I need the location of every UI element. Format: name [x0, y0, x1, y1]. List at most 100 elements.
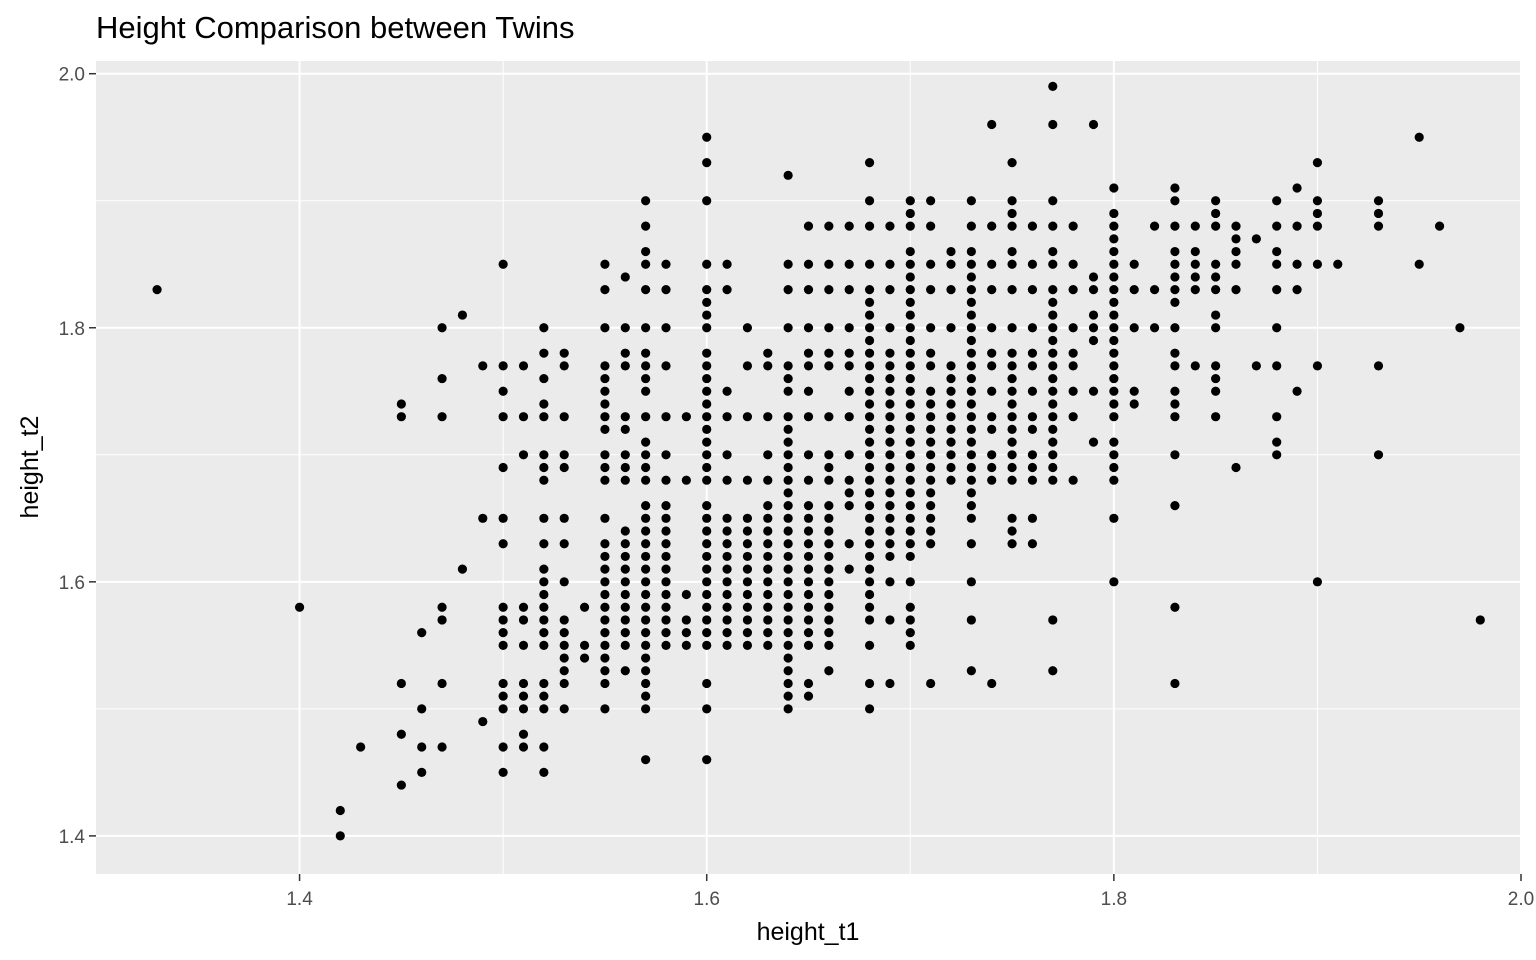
data-point [783, 526, 793, 536]
data-point [742, 475, 753, 485]
data-point [1190, 361, 1200, 371]
data-point [539, 628, 549, 638]
data-point [946, 412, 956, 422]
data-point [864, 386, 875, 396]
data-point [417, 767, 427, 777]
data-point [926, 424, 936, 434]
data-point [681, 640, 691, 650]
data-point [702, 310, 712, 320]
data-point [702, 462, 712, 473]
data-point [661, 564, 671, 574]
data-point [702, 450, 712, 460]
data-point [864, 513, 875, 523]
data-point [1211, 221, 1221, 231]
data-point [661, 602, 671, 612]
data-point [946, 361, 956, 371]
data-point [1007, 246, 1017, 257]
data-point [1088, 119, 1099, 130]
data-point [722, 513, 732, 523]
data-point [987, 361, 997, 371]
data-point [1007, 158, 1017, 168]
data-point [539, 323, 549, 333]
data-point [966, 285, 976, 295]
data-point [600, 285, 610, 295]
data-point [803, 323, 814, 333]
data-point [987, 462, 997, 473]
data-point [763, 526, 773, 536]
data-point [966, 272, 976, 282]
data-point [966, 196, 976, 206]
data-point [702, 577, 712, 587]
data-point [539, 462, 549, 473]
data-point [905, 221, 915, 231]
data-point [763, 475, 773, 485]
data-point [905, 513, 915, 523]
data-point [864, 335, 875, 346]
data-point [783, 170, 793, 180]
data-point [1109, 412, 1119, 422]
data-point [966, 615, 976, 625]
data-point [905, 488, 915, 498]
data-point [702, 615, 712, 625]
data-point [946, 259, 956, 269]
data-point [783, 259, 793, 269]
data-point [905, 412, 915, 422]
data-point [1109, 399, 1119, 409]
data-point [641, 361, 651, 371]
data-point [926, 539, 936, 549]
data-point [702, 513, 712, 523]
data-point [1414, 132, 1424, 142]
data-point [559, 361, 569, 371]
data-point [864, 615, 875, 625]
data-point [987, 386, 997, 396]
data-point [702, 412, 712, 422]
data-point [1211, 285, 1221, 295]
data-point [600, 666, 610, 676]
data-point [864, 221, 875, 231]
data-point [641, 666, 651, 676]
data-point [559, 666, 569, 676]
data-point [783, 462, 793, 473]
data-point [905, 551, 915, 562]
data-point [1007, 526, 1017, 536]
data-point [864, 462, 875, 473]
data-point [1048, 666, 1058, 676]
data-point [803, 285, 814, 295]
data-point [926, 259, 936, 269]
data-point [864, 539, 875, 549]
data-point [1190, 272, 1200, 282]
data-point [966, 221, 976, 231]
data-point [905, 526, 915, 536]
data-point [661, 361, 671, 371]
data-point [783, 653, 793, 663]
data-point [702, 361, 712, 371]
data-point [946, 246, 956, 257]
data-point [824, 640, 834, 650]
data-point [1455, 323, 1465, 333]
data-point [702, 640, 712, 650]
data-point [641, 412, 651, 422]
data-point [742, 564, 753, 574]
data-point [1007, 462, 1017, 473]
data-point [1048, 386, 1058, 396]
data-point [966, 310, 976, 320]
data-point [864, 373, 875, 384]
data-point [1007, 386, 1017, 396]
data-point [966, 412, 976, 422]
data-point [987, 424, 997, 434]
data-point [885, 221, 895, 231]
data-point [926, 462, 936, 473]
data-point [1007, 373, 1017, 384]
data-point [620, 526, 630, 536]
data-point [885, 285, 895, 295]
data-point [498, 678, 508, 689]
data-point [600, 577, 610, 587]
chart-title: Height Comparison between Twins [96, 10, 575, 45]
data-point [498, 513, 508, 523]
data-point [559, 653, 569, 663]
data-point [722, 412, 732, 422]
data-point [824, 564, 834, 574]
data-point [926, 488, 936, 498]
data-point [885, 551, 895, 562]
data-point [1007, 475, 1017, 485]
